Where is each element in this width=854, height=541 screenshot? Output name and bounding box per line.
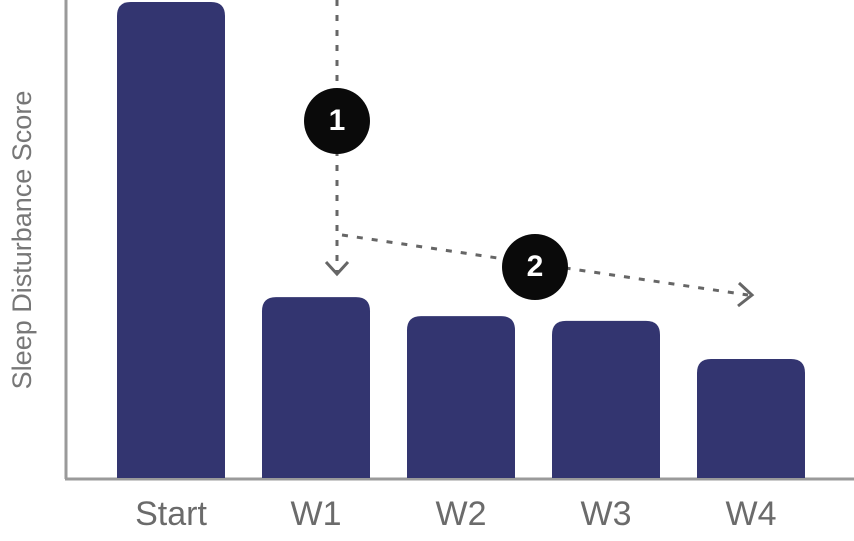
y-axis-title: Sleep Disturbance Score bbox=[7, 91, 37, 390]
bar bbox=[262, 297, 370, 478]
annotation-label: 2 bbox=[527, 250, 544, 283]
bar bbox=[407, 316, 515, 478]
x-tick-label: W4 bbox=[726, 495, 777, 533]
annotation-badge bbox=[502, 234, 568, 300]
annotation-label: 1 bbox=[329, 104, 346, 137]
x-tick-label: W3 bbox=[581, 495, 632, 533]
bar bbox=[117, 2, 225, 478]
x-tick-label: W2 bbox=[436, 495, 487, 533]
annotation-badge bbox=[304, 88, 370, 154]
x-tick-label: W1 bbox=[291, 495, 342, 533]
arrow-2 bbox=[341, 233, 755, 308]
bar bbox=[552, 320, 660, 478]
x-tick-label: Start bbox=[135, 495, 207, 533]
bars bbox=[117, 2, 805, 478]
bar bbox=[697, 359, 805, 478]
